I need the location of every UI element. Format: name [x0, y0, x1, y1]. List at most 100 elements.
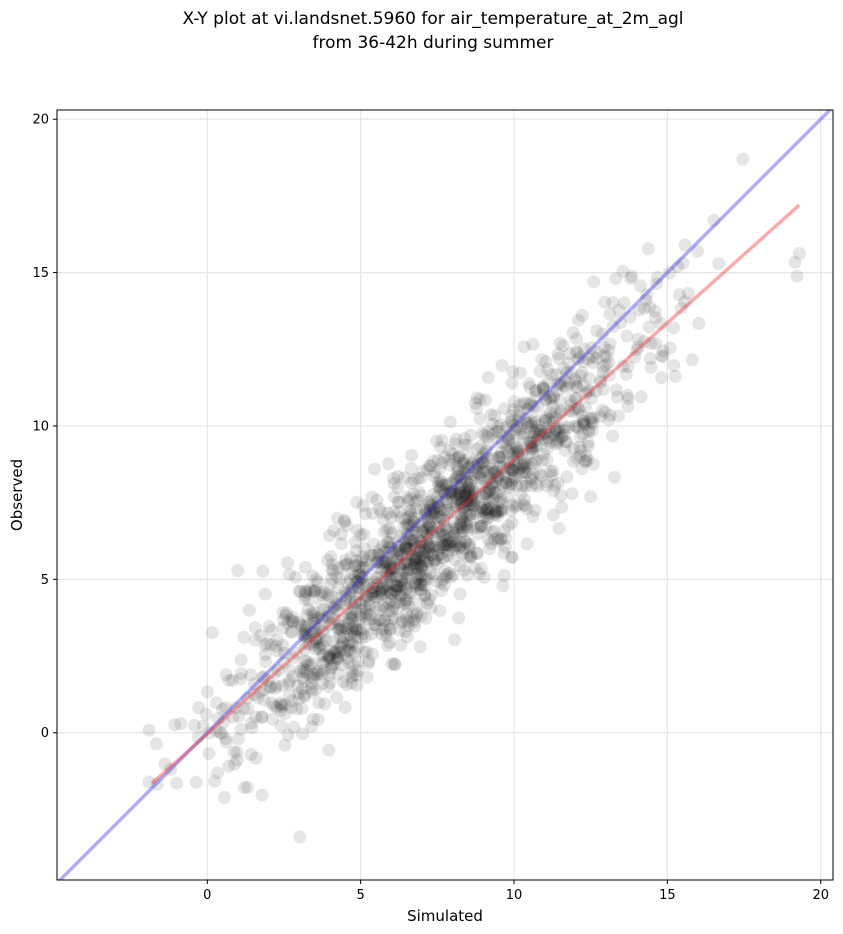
scatter-point: [571, 352, 585, 366]
scatter-point: [437, 518, 451, 532]
scatter-point: [390, 546, 404, 560]
scatter-point: [312, 611, 326, 625]
scatter-point: [577, 342, 591, 356]
scatter-point: [389, 596, 403, 610]
scatter-point: [299, 630, 313, 644]
scatter-point: [462, 537, 475, 551]
scatter-point: [508, 458, 522, 472]
scatter-point: [415, 525, 429, 539]
scatter-point: [448, 472, 462, 486]
scatter-point: [481, 370, 495, 384]
scatter-point: [483, 495, 496, 509]
scatter-point: [351, 565, 365, 579]
scatter-point: [299, 620, 312, 634]
chart-title-line-1: X-Y plot at vi.landsnet.5960 for air_tem…: [182, 9, 683, 29]
scatter-point: [549, 424, 563, 438]
scatter-point: [440, 506, 454, 520]
scatter-point: [367, 575, 381, 589]
scatter-point: [421, 527, 434, 541]
scatter-point: [553, 393, 567, 407]
scatter-point: [434, 478, 448, 492]
scatter-point: [311, 664, 325, 678]
scatter-point: [526, 510, 540, 523]
scatter-point: [478, 486, 491, 500]
scatter-point: [382, 604, 396, 618]
scatter-point: [512, 410, 526, 424]
scatter-point: [499, 476, 513, 490]
scatter-point: [164, 762, 178, 776]
scatter-point: [366, 537, 380, 551]
scatter-point: [392, 544, 406, 558]
scatter-point: [217, 715, 231, 729]
scatter-point: [483, 542, 496, 556]
scatter-point: [276, 678, 290, 692]
scatter-point: [560, 366, 573, 380]
scatter-point: [322, 589, 336, 603]
scatter-point: [458, 465, 472, 479]
scatter-point: [528, 426, 542, 439]
scatter-point: [640, 288, 654, 302]
scatter-point: [405, 524, 419, 538]
scatter-point: [253, 685, 267, 699]
scatter-point: [361, 589, 374, 603]
scatter-point: [516, 426, 530, 440]
scatter-point: [483, 458, 496, 472]
scatter-point: [446, 485, 460, 498]
scatter-point: [412, 567, 426, 581]
scatter-point: [277, 613, 290, 627]
scatter-point: [427, 487, 440, 501]
scatter-point: [227, 745, 241, 759]
scatter-point: [276, 605, 290, 619]
scatter-point: [460, 494, 474, 508]
scatter-point: [460, 521, 474, 535]
scatter-point: [306, 667, 320, 681]
scatter-point: [792, 247, 806, 260]
scatter-point: [571, 346, 584, 360]
scatter-point: [398, 541, 412, 555]
scatter-point: [455, 493, 469, 507]
scatter-point: [424, 521, 438, 534]
scatter-point: [328, 601, 341, 615]
scatter-point: [322, 652, 336, 666]
scatter-point: [380, 551, 394, 565]
scatter-point: [415, 534, 429, 548]
scatter-point: [551, 347, 565, 361]
scatter-point: [407, 511, 420, 525]
scatter-point: [459, 494, 473, 508]
scatter-point: [391, 495, 405, 509]
scatter-point: [217, 790, 231, 804]
scatter-point: [539, 392, 553, 406]
scatter-point: [348, 569, 362, 583]
scatter-point: [507, 454, 521, 467]
scatter-point: [469, 396, 482, 410]
scatter-point: [398, 557, 412, 571]
scatter-point: [518, 493, 532, 507]
scatter-point: [619, 367, 633, 381]
scatter-point: [266, 712, 279, 726]
scatter-point: [505, 474, 519, 488]
scatter-point: [519, 466, 533, 480]
scatter-point: [480, 486, 494, 499]
scatter-point: [550, 384, 564, 398]
scatter-point: [434, 527, 448, 541]
scatter-point: [667, 321, 681, 335]
scatter-point: [298, 584, 312, 598]
scatter-point: [418, 506, 432, 520]
scatter-point: [431, 479, 445, 493]
scatter-point: [431, 495, 445, 509]
scatter-point: [388, 584, 402, 598]
scatter-point: [342, 656, 356, 670]
scatter-point: [369, 590, 382, 604]
scatter-point: [554, 406, 568, 420]
scatter-point: [278, 707, 292, 720]
scatter-point: [437, 551, 450, 565]
scatter-point: [557, 362, 571, 375]
scatter-point: [488, 492, 502, 505]
scatter-point: [377, 614, 391, 628]
scatter-point: [517, 442, 531, 456]
scatter-point: [555, 500, 569, 514]
scatter-point: [341, 576, 355, 590]
scatter-point: [210, 696, 223, 710]
scatter-point: [345, 638, 359, 652]
scatter-point: [376, 539, 390, 553]
